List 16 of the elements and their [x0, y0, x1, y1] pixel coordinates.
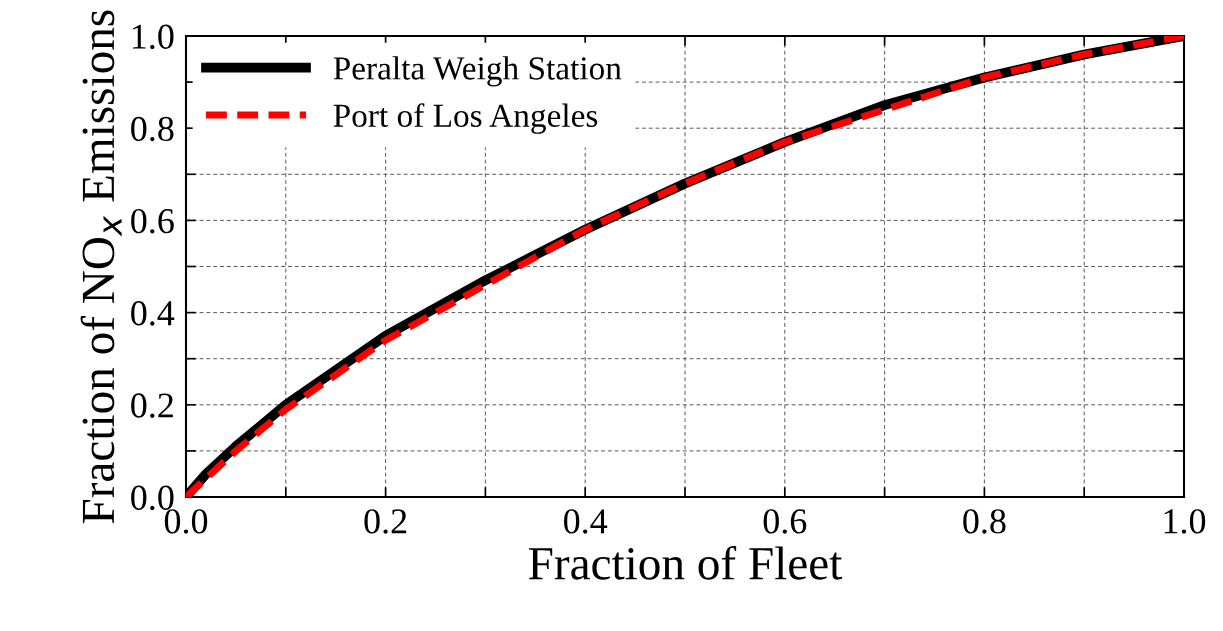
- x-tick-label: 0.2: [364, 509, 407, 534]
- y-tick-label: 0.8: [131, 116, 174, 142]
- x-tick-label: 0.8: [963, 509, 1006, 534]
- y-tick-label: 0.2: [131, 393, 173, 418]
- legend-label: Port of Los Angeles: [333, 103, 598, 134]
- x-axis-title: Fraction of Fleet: [528, 545, 843, 580]
- y-tick-label: 1.0: [132, 24, 174, 50]
- y-tick-label: 0.6: [131, 208, 174, 234]
- y-tick-label: 0.0: [131, 485, 174, 511]
- y-tick-label: 0.4: [131, 301, 175, 326]
- x-tick-label: 0.0: [164, 509, 208, 534]
- y-axis-title: Fraction of NO$_{x}$ Emissions: [80, 10, 122, 524]
- x-tick-label: 1.0: [1164, 509, 1206, 534]
- x-tick-label: 0.6: [763, 509, 807, 534]
- legend-label: Peralta Weigh Station: [333, 56, 622, 87]
- x-tick-label: 0.4: [564, 509, 608, 534]
